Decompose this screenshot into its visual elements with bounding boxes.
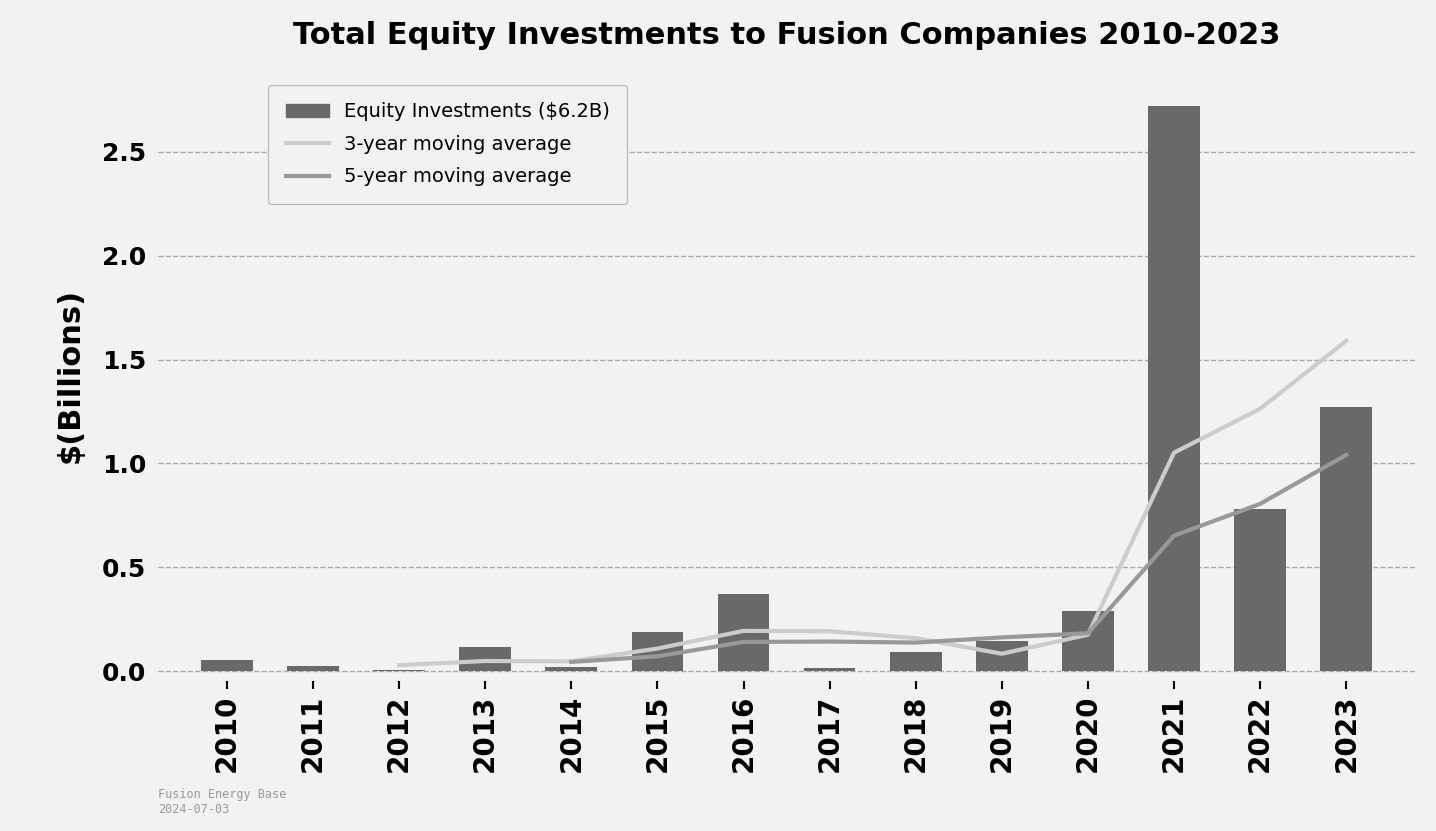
Bar: [1063, 611, 1114, 671]
Bar: [201, 660, 253, 671]
Title: Total Equity Investments to Fusion Companies 2010-2023: Total Equity Investments to Fusion Compa…: [293, 21, 1281, 50]
Bar: [804, 668, 856, 671]
Bar: [373, 670, 425, 671]
Legend: Equity Investments ($6.2B), 3-year moving average, 5-year moving average: Equity Investments ($6.2B), 3-year movin…: [269, 85, 628, 204]
Bar: [976, 641, 1028, 671]
Bar: [546, 667, 597, 671]
Bar: [890, 652, 942, 671]
Bar: [460, 647, 511, 671]
Bar: [1321, 407, 1373, 671]
Y-axis label: $(Billions): $(Billions): [56, 288, 85, 463]
Bar: [1149, 106, 1200, 671]
Bar: [1235, 509, 1287, 671]
Text: Fusion Energy Base
2024-07-03: Fusion Energy Base 2024-07-03: [158, 788, 286, 816]
Bar: [718, 594, 770, 671]
Bar: [287, 666, 339, 671]
Bar: [632, 632, 684, 671]
